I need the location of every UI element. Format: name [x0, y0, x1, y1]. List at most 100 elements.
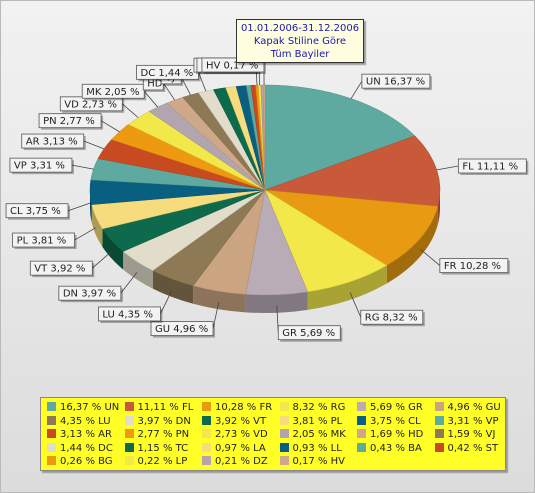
svg-text:DN 3,97 %: DN 3,97 %	[63, 289, 116, 300]
leader-line-fl	[436, 165, 459, 171]
legend-label: 3,75 % CL	[370, 415, 421, 427]
legend-swatch	[202, 415, 211, 425]
svg-text:GU 4,96 %: GU 4,96 %	[155, 324, 208, 335]
chart-title: 01.01.2006-31.12.2006 Kapak Stiline Göre…	[236, 19, 364, 63]
legend-item-lu: 4,35 % LU	[47, 415, 111, 428]
legend-swatch	[434, 415, 444, 425]
legend-label: 0,22 % LP	[137, 456, 188, 467]
chart-legend: 16,37 % UN 11,11 % FL 10,28 % FR 8,32 % RG 5…	[40, 397, 506, 471]
pie-side-gr	[245, 291, 308, 314]
legend-item-ll: 0,93 % LL	[279, 442, 342, 455]
svg-text:DC 1,44 %: DC 1,44 %	[141, 68, 194, 79]
legend-item-bg: 0,26 % BG	[47, 455, 113, 468]
leader-line-lu	[160, 289, 173, 315]
legend-label: 0,17 % HV	[292, 456, 346, 467]
svg-text:UN 16,37 %: UN 16,37 %	[366, 77, 425, 88]
legend-swatch	[47, 415, 56, 425]
svg-text:PL 3,81 %: PL 3,81 %	[17, 236, 67, 247]
legend-label: 2,77 % PN	[137, 429, 190, 440]
legend-label: 2,73 % VD	[215, 429, 268, 440]
leader-line-fr	[420, 248, 441, 266]
legend-label: 5,69 % GR	[370, 402, 423, 413]
legend-item-dz: 0,21 % DZ	[202, 455, 268, 468]
legend-item-vd: 2,73 % VD	[202, 428, 268, 441]
legend-item-vj: 1,59 % VJ	[434, 428, 495, 441]
leader-line-vp	[71, 164, 94, 170]
legend-label: 0,42 % ST	[447, 442, 499, 454]
legend-swatch	[357, 442, 366, 452]
legend-item-gr: 5,69 % GR	[357, 401, 423, 414]
legend-swatch	[202, 442, 211, 452]
svg-text:FL 11,11 %: FL 11,11 %	[462, 161, 518, 172]
pie-slice-un[interactable]	[264, 84, 416, 191]
legend-item-mk: 2,05 % MK	[279, 428, 346, 441]
leader-line-vj	[180, 76, 191, 96]
leader-line-pl	[74, 227, 97, 241]
pie-label-gu: GU 4,96 %	[150, 321, 216, 338]
svg-text:VD 2,73 %: VD 2,73 %	[64, 99, 117, 110]
legend-item-la: 0,97 % LA	[202, 442, 266, 455]
pie-side-rg	[307, 265, 387, 310]
pie-label-fl: FL 11,11 %	[457, 158, 529, 175]
leader-line-rg	[349, 292, 362, 318]
legend-item-dn: 3,97 % DN	[124, 415, 191, 428]
svg-text:RG 8,32 %: RG 8,32 %	[365, 313, 418, 324]
legend-item-vt: 3,92 % VT	[202, 415, 266, 428]
legend-swatch	[279, 429, 289, 438]
leader-line-un	[350, 80, 363, 99]
pie-label-vp: VP 3,31 %	[9, 157, 74, 175]
leader-line-cl	[67, 202, 91, 212]
leader-line-gu	[212, 301, 220, 329]
pie-top	[89, 84, 441, 296]
legend-label: 0,93 % LL	[292, 442, 342, 454]
legend-item-st: 0,42 % ST	[434, 442, 499, 455]
pie-slice-rg[interactable]	[264, 189, 388, 293]
legend-label: 4,35 % LU	[60, 415, 111, 427]
legend-swatch	[202, 456, 211, 465]
legend-label: 11,11 % FL	[137, 402, 194, 413]
legend-swatch	[47, 429, 56, 438]
legend-swatch	[434, 402, 444, 411]
legend-item-gu: 4,96 % GU	[434, 401, 501, 414]
legend-item-hd: 1,69 % HD	[357, 428, 423, 441]
legend-item-lp: 0,22 % LP	[124, 455, 188, 468]
legend-item-un: 16,37 % UN	[47, 401, 119, 414]
legend-label: 1,69 % HD	[370, 429, 424, 440]
pie-slice-fr[interactable]	[264, 189, 439, 266]
legend-item-ba: 0,43 % BA	[357, 442, 422, 455]
pie-side-lu	[152, 270, 194, 304]
pie-label-un: UN 16,37 %	[361, 73, 432, 91]
leader-line-dn	[120, 272, 138, 294]
leader-line-vd	[122, 103, 139, 118]
chart-title-line1: 01.01.2006-31.12.2006	[240, 23, 360, 34]
pie-label-cl: CL 3,75 %	[5, 203, 71, 220]
legend-swatch	[434, 429, 444, 438]
legend-item-pn: 2,77 % PN	[124, 428, 190, 441]
pie-label-dn: DN 3,97 %	[58, 285, 123, 303]
svg-text:HD: HD	[147, 78, 163, 89]
legend-swatch	[279, 415, 289, 425]
svg-text:GR 5,69 %: GR 5,69 %	[282, 328, 335, 339]
leader-line-vt	[92, 251, 112, 269]
legend-item-cl: 3,75 % CL	[357, 415, 421, 428]
chart-title-line3: Tüm Bayiler	[270, 49, 330, 60]
pie-label-hv: HV 0,17 %	[201, 57, 266, 75]
legend-label: 0,26 % BG	[60, 456, 113, 467]
legend-label: 3,92 % VT	[215, 415, 267, 427]
leader-line-ar	[83, 140, 105, 150]
legend-item-pl: 3,81 % PL	[279, 415, 342, 428]
legend-swatch	[279, 402, 289, 411]
legend-swatch	[47, 456, 56, 465]
leader-line-hd	[162, 82, 175, 101]
legend-swatch	[202, 402, 211, 411]
legend-swatch	[124, 442, 134, 452]
svg-text:HV 0,17 %: HV 0,17 %	[206, 61, 258, 72]
pie-label-gr: GR 5,69 %	[277, 325, 343, 342]
legend-label: 10,28 % FR	[215, 402, 273, 413]
pie-label-ar: AR 3,13 %	[21, 133, 86, 151]
legend-label: 0,97 % LA	[215, 442, 266, 454]
legend-label: 0,43 % BA	[370, 442, 422, 454]
svg-text:LU 4,35 %: LU 4,35 %	[102, 309, 153, 320]
legend-swatch	[124, 402, 134, 411]
pie-slice-hv[interactable]	[262, 84, 266, 191]
